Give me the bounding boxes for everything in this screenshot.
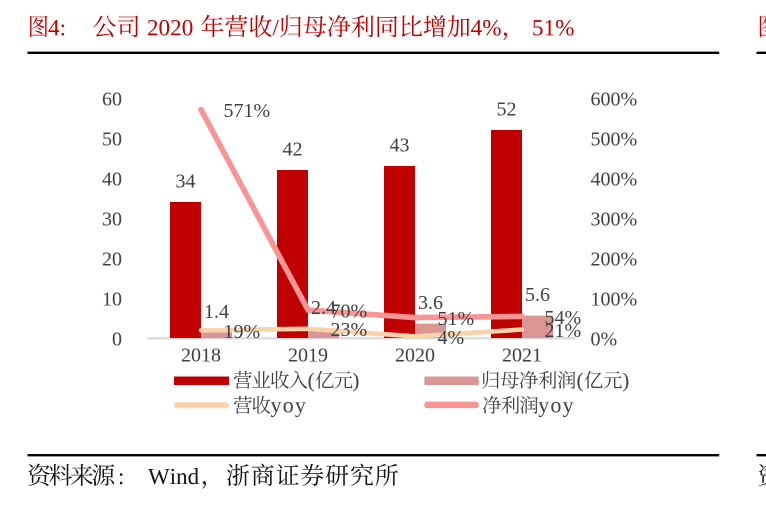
- svg-text:0: 0: [112, 329, 122, 351]
- svg-text:70%: 70%: [331, 300, 368, 322]
- svg-text:300%: 300%: [591, 209, 638, 231]
- svg-text:2.4: 2.4: [311, 297, 336, 319]
- svg-text:5.6: 5.6: [525, 284, 550, 306]
- svg-text:43: 43: [390, 135, 410, 157]
- svg-text:50: 50: [102, 129, 122, 151]
- svg-text:30: 30: [102, 209, 122, 231]
- svg-text:54%: 54%: [545, 307, 582, 329]
- svg-text:42: 42: [283, 139, 303, 161]
- svg-text:2021: 2021: [502, 345, 542, 367]
- svg-text:10: 10: [102, 289, 122, 311]
- svg-text:100%: 100%: [591, 289, 638, 311]
- svg-text:40: 40: [102, 169, 122, 191]
- svg-text:3.6: 3.6: [418, 292, 443, 314]
- svg-text:0%: 0%: [591, 329, 618, 351]
- svg-text:23%: 23%: [331, 319, 368, 341]
- svg-text:2019: 2019: [288, 345, 328, 367]
- svg-text:19%: 19%: [224, 321, 261, 343]
- svg-text:52: 52: [497, 99, 517, 121]
- svg-text:600%: 600%: [591, 89, 638, 111]
- svg-text:2020: 2020: [395, 345, 435, 367]
- svg-text:60: 60: [102, 89, 122, 111]
- svg-text:21%: 21%: [545, 320, 582, 342]
- svg-text:34: 34: [176, 171, 196, 193]
- svg-text:1.4: 1.4: [204, 301, 229, 323]
- svg-text:571%: 571%: [224, 100, 271, 122]
- svg-text:20: 20: [102, 249, 122, 271]
- svg-text:4%: 4%: [438, 327, 465, 349]
- svg-text:400%: 400%: [591, 169, 638, 191]
- svg-text:200%: 200%: [591, 249, 638, 271]
- svg-text:2018: 2018: [181, 345, 221, 367]
- svg-text:51%: 51%: [438, 308, 475, 330]
- svg-text:500%: 500%: [591, 129, 638, 151]
